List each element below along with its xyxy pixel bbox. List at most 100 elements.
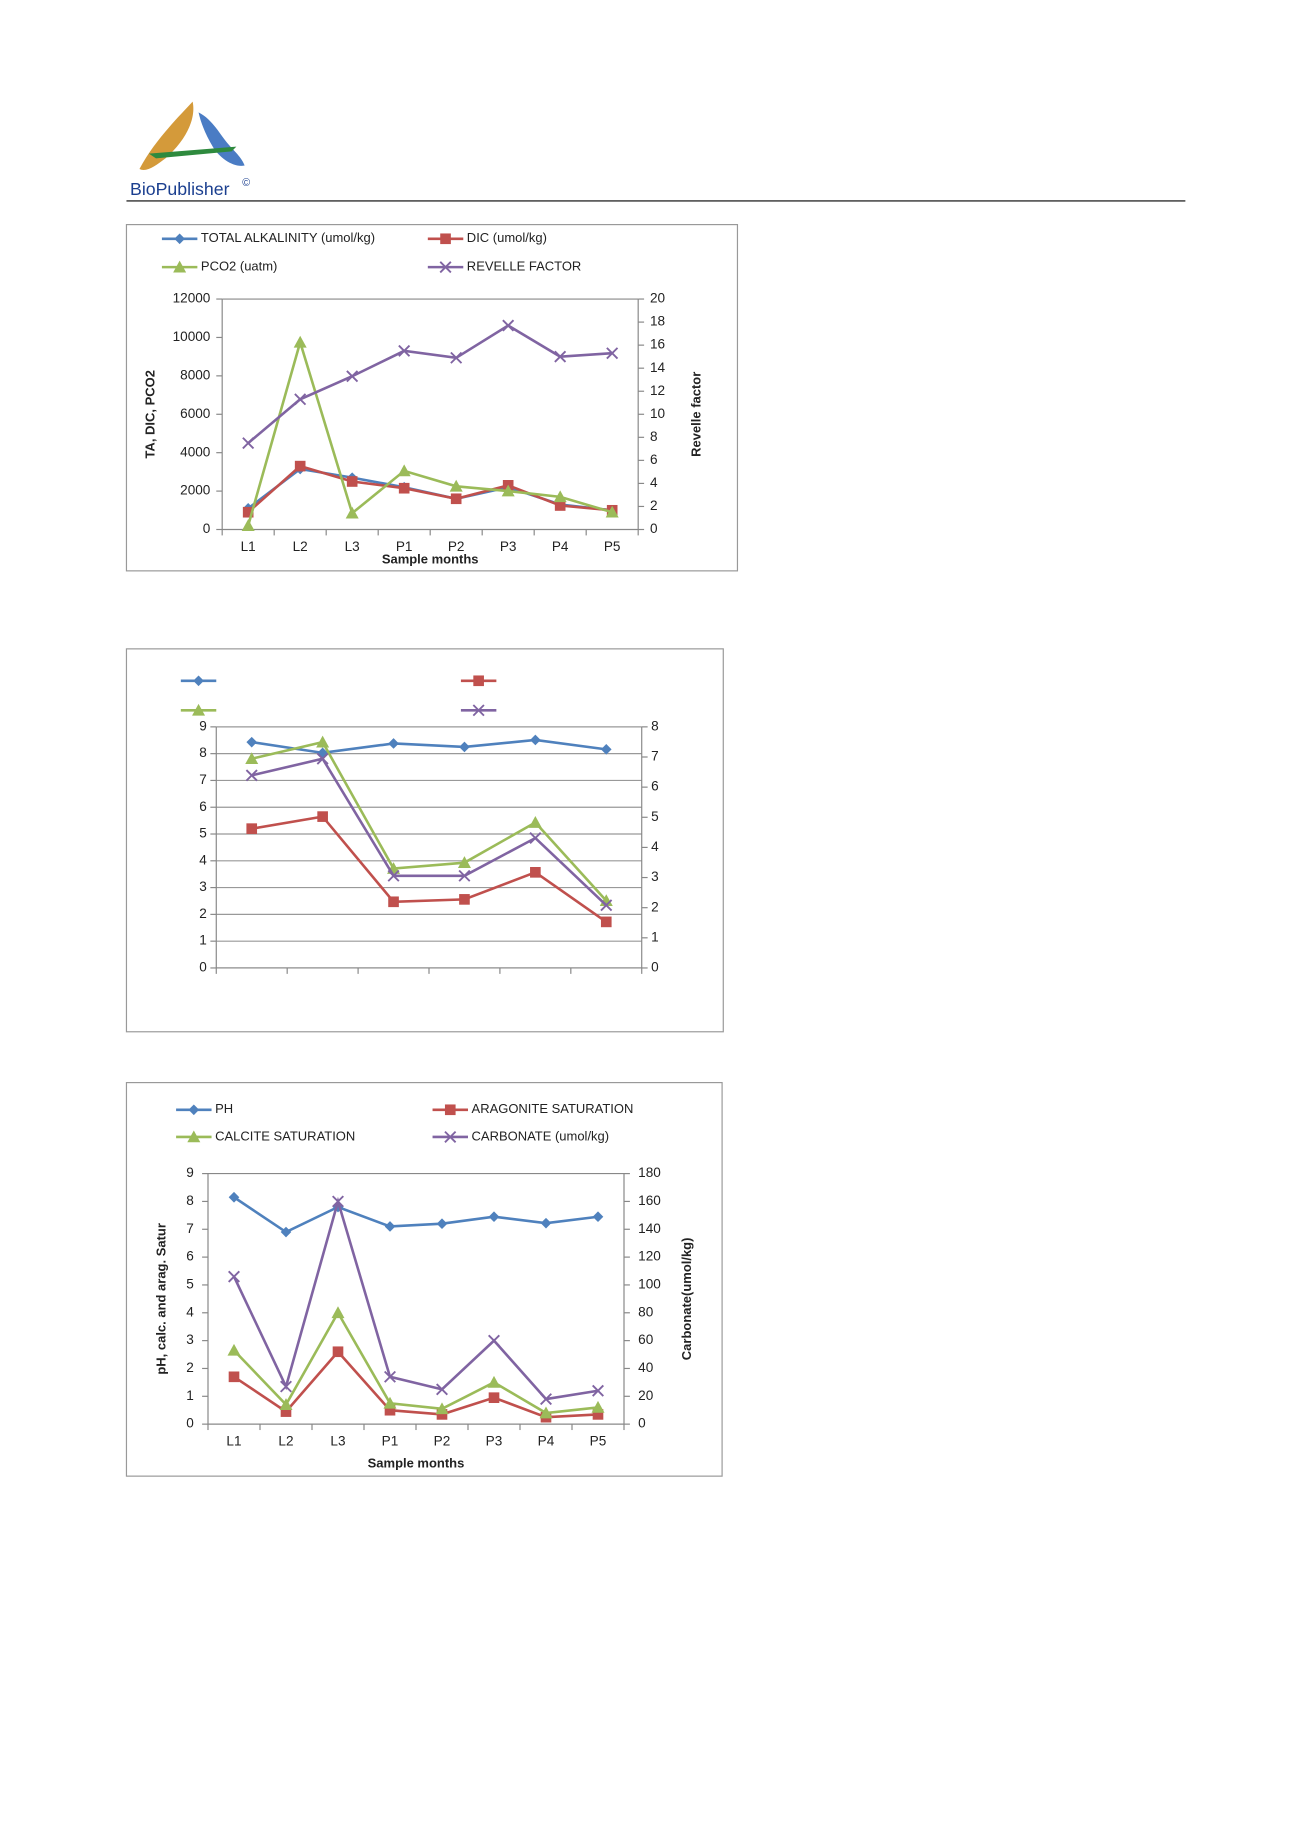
marker xyxy=(228,1270,240,1283)
marker xyxy=(528,815,542,828)
y-tick-label: 12000 xyxy=(173,291,211,306)
marker xyxy=(227,1343,241,1356)
marker xyxy=(346,370,359,383)
marker xyxy=(293,335,307,348)
marker xyxy=(242,437,255,450)
y2-tick-label: 0 xyxy=(638,1416,646,1431)
marker xyxy=(488,1211,500,1223)
legend-marker xyxy=(173,260,187,273)
marker xyxy=(540,1393,552,1406)
y2-tick-label: 100 xyxy=(638,1277,661,1292)
y2-tick-label: 4 xyxy=(650,475,658,490)
y-tick-label: 1 xyxy=(199,933,207,948)
legend-label: DIC (umol/kg) xyxy=(467,230,547,245)
marker xyxy=(540,1217,552,1229)
x-tick-label: P5 xyxy=(604,539,621,554)
marker xyxy=(436,1383,448,1396)
marker xyxy=(388,738,399,749)
marker xyxy=(384,1221,396,1232)
series-line xyxy=(251,815,608,923)
marker xyxy=(605,505,619,518)
series-line xyxy=(247,464,613,514)
marker xyxy=(502,319,515,332)
y2-tick-label: 80 xyxy=(638,1304,654,1319)
marker xyxy=(450,493,462,505)
x-tick-label: L3 xyxy=(330,1433,345,1448)
logo xyxy=(139,101,245,170)
marker xyxy=(332,1195,344,1208)
marker xyxy=(383,1396,397,1409)
marker xyxy=(242,506,254,518)
marker xyxy=(346,476,358,487)
y2-tick-label: 6 xyxy=(651,779,659,794)
series-line xyxy=(251,757,608,907)
legend-marker xyxy=(193,675,204,687)
marker xyxy=(457,856,471,868)
y2-tick-label: 8 xyxy=(651,718,659,733)
y2-tick-label: 180 xyxy=(638,1165,661,1180)
marker xyxy=(592,1409,604,1420)
marker xyxy=(600,899,613,912)
marker xyxy=(539,1406,553,1419)
marker xyxy=(388,896,399,908)
series-line xyxy=(247,324,613,445)
marker xyxy=(345,506,359,519)
y2-tick-label: 60 xyxy=(638,1332,654,1347)
x-tick-label: P2 xyxy=(434,1433,451,1448)
copyright: © xyxy=(242,177,250,189)
legend-label: CALCITE SATURATION xyxy=(215,1128,355,1143)
marker xyxy=(384,1370,396,1383)
marker xyxy=(246,736,258,748)
y2-tick-label: 7 xyxy=(651,749,659,764)
y-tick-label: 6 xyxy=(199,799,207,814)
marker xyxy=(436,1218,448,1230)
y2-tick-label: 120 xyxy=(638,1249,661,1264)
y-tick-label: 3 xyxy=(186,1332,194,1347)
y2-tick-label: 2 xyxy=(651,899,659,914)
x-tick-label: P4 xyxy=(552,539,569,554)
y2-tick-label: 20 xyxy=(650,291,666,306)
series-line xyxy=(246,337,613,527)
x-tick-label: L1 xyxy=(226,1433,241,1448)
legend-marker xyxy=(444,1130,457,1143)
y-tick-label: 1 xyxy=(186,1388,194,1403)
marker xyxy=(435,1402,449,1415)
x-tick-label: P4 xyxy=(538,1433,555,1448)
series-line xyxy=(233,1349,599,1419)
legend-marker xyxy=(187,1130,201,1143)
marker xyxy=(294,460,306,472)
marker xyxy=(459,894,470,905)
series-line xyxy=(233,1310,599,1415)
y-tick-label: 4 xyxy=(199,852,207,867)
y-tick-label: 10000 xyxy=(173,329,211,344)
y2-tick-label: 2 xyxy=(650,498,658,513)
y2-tick-label: 6 xyxy=(650,452,658,467)
legend-marker xyxy=(174,233,185,245)
y-axis-label: pH, calc. and arag. Satur xyxy=(153,1223,168,1375)
x-tick-label: L3 xyxy=(345,539,360,554)
series-line xyxy=(251,738,607,755)
y2-tick-label: 12 xyxy=(650,383,665,398)
marker xyxy=(316,735,330,748)
marker xyxy=(332,1346,344,1358)
y-axis-label: TA, DIC, PCO2 xyxy=(143,370,158,459)
marker xyxy=(553,490,567,503)
legend-marker xyxy=(439,261,452,274)
x-tick-label: L1 xyxy=(241,539,256,554)
x-tick-label: P1 xyxy=(382,1433,399,1448)
series-line xyxy=(232,1196,599,1401)
legend-label: ARAGONITE SATURATION xyxy=(472,1101,634,1116)
marker xyxy=(458,869,471,882)
marker xyxy=(228,1371,240,1383)
marker xyxy=(317,811,328,822)
y2-tick-label: 10 xyxy=(650,406,666,421)
marker xyxy=(530,867,541,878)
marker xyxy=(387,869,400,882)
marker xyxy=(245,752,259,765)
x-tick-label: P3 xyxy=(500,539,517,554)
y-tick-label: 2 xyxy=(199,906,207,921)
y-tick-label: 0 xyxy=(203,521,211,536)
marker xyxy=(554,350,567,363)
legend-marker xyxy=(444,1104,456,1116)
legend-label: REVELLE FACTOR xyxy=(467,259,581,274)
